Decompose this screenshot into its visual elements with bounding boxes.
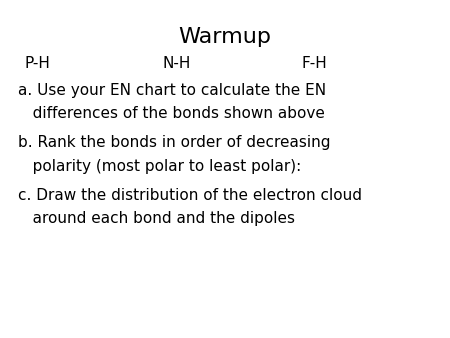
Text: Warmup: Warmup: [179, 27, 271, 47]
Text: c. Draw the distribution of the electron cloud: c. Draw the distribution of the electron…: [18, 188, 362, 202]
Text: P-H: P-H: [25, 56, 50, 71]
Text: around each bond and the dipoles: around each bond and the dipoles: [18, 211, 295, 226]
Text: b. Rank the bonds in order of decreasing: b. Rank the bonds in order of decreasing: [18, 135, 330, 150]
Text: a. Use your EN chart to calculate the EN: a. Use your EN chart to calculate the EN: [18, 83, 326, 98]
Text: N-H: N-H: [162, 56, 190, 71]
Text: differences of the bonds shown above: differences of the bonds shown above: [18, 106, 325, 121]
Text: F-H: F-H: [302, 56, 327, 71]
Text: polarity (most polar to least polar):: polarity (most polar to least polar):: [18, 159, 301, 174]
